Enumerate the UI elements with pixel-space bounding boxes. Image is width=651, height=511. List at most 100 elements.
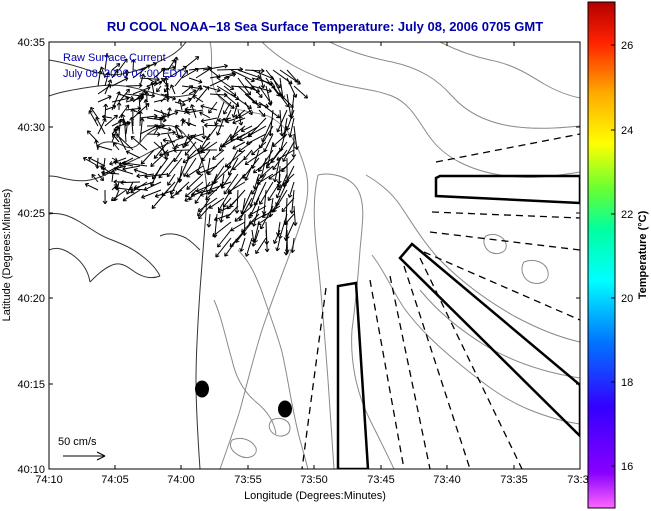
current-vector [146,133,161,135]
current-vector [153,67,166,79]
current-vector [209,76,230,87]
current-vector-head [122,121,126,125]
current-vector-head [175,146,180,149]
current-vector-head [246,140,249,145]
current-vector [118,157,134,166]
current-vector-head [205,86,209,89]
current-vector-head [232,122,237,125]
current-vector-head [232,119,236,124]
current-vector-head [95,139,99,143]
current-vector [188,85,202,103]
current-vector-head [253,201,256,206]
current-vector [232,141,246,150]
current-vector [284,213,295,226]
current-vector-head [244,176,246,181]
current-vector [182,120,197,127]
current-vector-head [144,176,149,179]
current-vector-head [283,251,287,256]
current-vector-head [174,110,179,113]
current-vector-head [171,65,176,68]
current-vector-head [191,104,195,108]
current-vector [175,141,190,148]
current-vector-head [188,122,192,127]
current-vector-head [101,116,106,120]
current-vector [224,237,239,257]
current-vector [136,173,155,177]
current-vector-head [133,59,136,63]
current-vector [244,93,261,108]
current-vector-head [251,192,256,195]
current-vector [100,66,106,79]
current-vector [122,189,141,202]
current-vector-head [166,87,170,91]
current-vector [201,149,211,162]
current-vector-head [82,157,86,162]
current-vector-head [226,216,231,219]
current-vector-head [147,103,150,108]
current-vector-head [87,130,92,133]
current-vector-head [248,216,253,219]
current-vector [216,117,225,136]
current-vector [191,104,197,119]
current-vector-head [263,112,266,117]
current-vector-head [91,173,96,177]
current-vector-head [157,134,161,137]
current-vector [278,173,281,188]
current-vector-head [283,237,287,241]
current-vector-head [257,88,261,92]
sampling-polygons [336,174,580,469]
x-tick-label: 73:50 [300,474,328,486]
current-vector [139,118,143,143]
current-vector-head [206,223,210,228]
current-vector-head [219,143,222,148]
current-vector-head [114,68,119,72]
current-vector [255,237,267,254]
current-vector [237,85,258,104]
current-vector-head [160,116,164,121]
current-vector-head [232,104,235,109]
current-vector [122,162,148,167]
current-vector [153,78,166,87]
current-vector-head [216,131,218,136]
x-tick-label: 73:3 [567,474,588,486]
current-vector-head [238,147,241,152]
current-vector-head [221,143,225,147]
current-vector [150,149,169,167]
current-vector-head [245,253,250,257]
current-vector [253,157,274,174]
current-vector [230,221,246,232]
current-vector-head [196,149,201,153]
current-vector-head [197,56,200,61]
coastline-path [49,247,91,283]
current-vector-head [252,169,256,173]
current-vector-head [265,103,269,108]
current-vector-head [156,76,160,80]
current-vector [283,165,295,187]
current-vector [167,173,176,186]
current-vector-head [246,93,251,96]
current-vector-head [277,232,281,237]
current-vector-head [144,174,148,178]
current-vector [88,157,106,167]
annotation-line-1: Raw Surface Current [63,52,166,64]
current-vector [244,165,253,181]
current-vector [254,229,260,243]
current-vector-head [101,170,105,173]
current-vector [139,77,160,80]
current-vector-head [228,172,233,176]
current-vector-head [161,123,166,127]
current-vector [250,181,260,207]
current-vector-head [122,166,126,170]
current-vector [116,134,134,151]
current-vector-head [229,134,232,139]
current-vector-head [140,73,144,77]
current-vector-head [186,110,190,114]
sampling-polygon [398,242,580,438]
current-vector-head [240,248,244,252]
current-vector-head [239,66,243,70]
current-vector [223,73,236,79]
current-vector-head [100,70,103,75]
current-vector-head [234,220,239,222]
current-vector-head [186,112,191,115]
current-vector-head [278,114,281,118]
